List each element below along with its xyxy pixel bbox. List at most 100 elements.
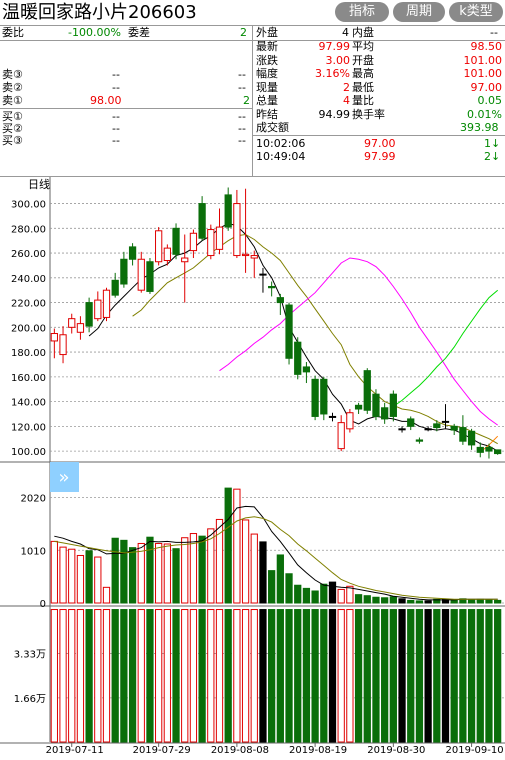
stat-value: 101.00 [463,67,503,80]
price-tick-label: 200.00 [11,323,46,334]
volume-bar [494,599,502,604]
sell1-label: 卖① [2,94,23,107]
candle-body [50,333,58,342]
period-label: 日线 [28,177,50,191]
holdings-bar [363,609,371,743]
buy2-volume: -- [238,122,246,135]
instrument-title: 温暖回家路小片206603 [2,2,197,23]
stat-value: 0.01% [467,107,502,121]
holdings-bar [268,609,276,743]
stat-value: 3.16% [315,67,350,80]
holdings-bar [354,609,363,743]
candle-body [407,418,415,427]
neipan-label: 内盘 [352,26,374,39]
candle-body [389,393,397,417]
weicha-label: 委差 [128,26,150,39]
candle-body [172,227,180,255]
volume-bar [363,595,371,604]
volume-bar [111,537,119,604]
price-tick-label: 240.00 [11,274,46,285]
volume-bar [207,528,215,604]
volume-bar [476,598,484,604]
waipan-label: 外盘 [256,26,278,39]
volume-bar [415,600,424,604]
candle-body [302,366,311,373]
volume-bar [163,543,171,604]
holdings-bar [328,609,337,743]
volume-bar [172,548,180,604]
holdings-bar [155,609,163,743]
expand-panel-button[interactable]: » [50,462,79,492]
holdings-bar [407,609,415,743]
volume-bar [224,487,232,604]
stat-value: 98.50 [470,40,503,53]
stat-label: 量比 [352,94,374,107]
volume-bar [76,554,85,604]
candle-body [276,297,284,304]
volume-bar [424,600,432,604]
weicha-value: 2 [240,26,247,39]
volume-bar [59,546,67,604]
sell2-price: -- [112,81,120,94]
sell3-price: -- [112,68,120,81]
stat-label: 最新 [256,40,278,53]
volume-bar [68,548,76,604]
holdings-bar [59,609,67,743]
holdings-bar [381,609,389,743]
holdings-bar [415,609,424,743]
chengjiao-value: 393.98 [460,121,499,134]
volume-bar [381,597,389,604]
candle-body [155,230,163,263]
date-tick-label: 2019-09-10 [446,745,504,756]
expand-button-bg[interactable] [50,462,79,492]
volume-bar [259,541,267,604]
price-tick-label: 180.00 [11,348,46,359]
holdings-bar [241,609,250,743]
sell3-volume: -- [238,68,246,81]
volume-tick-label: 0 [40,599,46,610]
candle-body [259,273,267,276]
stat-value: 0.05 [477,94,503,107]
volume-bar [50,540,58,604]
holdings-tick-label: 1.66万 [14,694,46,705]
volume-bar [189,533,198,604]
ma-line-ma5 [88,222,498,452]
candle-body [337,422,345,450]
volume-bar [285,573,293,604]
candle-body [467,430,476,446]
holdings-bar [450,609,458,743]
holdings-bar [294,609,302,743]
candle-body [181,257,189,263]
candle-body [224,194,232,228]
holdings-bar [302,609,311,743]
candle-body [311,378,319,417]
indicator-button[interactable]: 指标 [335,2,389,22]
k-type-button[interactable]: k类型 [449,2,503,22]
double-chevron-right-icon[interactable]: » [58,467,69,488]
volume-bar [155,542,163,604]
volume-bar [181,537,189,604]
holdings-bar [50,609,58,743]
date-tick-label: 2019-07-29 [133,745,191,756]
candle-body [207,229,215,257]
candle-body [137,258,145,291]
volume-bar [85,550,93,604]
holdings-bar [94,609,102,743]
volume-bar [372,596,380,604]
stat-label: 开盘 [352,53,374,67]
candle-body [241,253,250,257]
holdings-bar [398,609,406,743]
tick-price: 97.99 [364,150,396,163]
period-button[interactable]: 周期 [393,2,445,22]
holdings-bar [146,609,154,743]
kline-chart-svg[interactable]: 日线 300.00 280.00 260.00 240.00 220.00 200.00 1… [0,177,505,756]
candle-body [94,299,102,320]
candle-body [285,304,293,359]
sell3-label: 卖③ [2,68,23,81]
tick-volume: 1↓ [484,137,501,150]
sell2-volume: -- [238,81,246,94]
candle-body [163,247,171,261]
holdings-bar [233,609,241,743]
holdings-bar [111,609,119,743]
kline-chart-area[interactable]: 日线 300.00 280.00 260.00 240.00 220.00 200.00 1… [0,177,505,756]
